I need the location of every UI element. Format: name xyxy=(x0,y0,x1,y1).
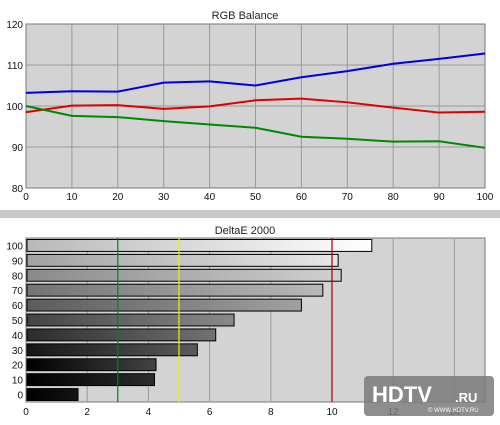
rgb-y-tick-label: 80 xyxy=(12,184,24,195)
deltae-category-label: 100 xyxy=(6,241,23,252)
deltae-category-label: 70 xyxy=(12,286,24,297)
rgb-x-tick-label: 70 xyxy=(342,192,354,203)
rgb-y-tick-labels: 80 90 100 110 120 xyxy=(6,20,23,195)
deltae-bar xyxy=(26,268,342,282)
rgb-series-line-2 xyxy=(25,105,486,149)
logo-domain: .RU xyxy=(455,390,477,405)
rgb-series-line-0 xyxy=(25,52,486,94)
rgb-x-tick-label: 10 xyxy=(66,192,78,203)
rgb-x-tick-labels: 0 10 20 30 40 50 60 70 80 90 100 xyxy=(23,192,494,203)
rgb-x-tick-label: 20 xyxy=(112,192,124,203)
deltae-bars-group xyxy=(26,239,373,402)
deltae-y-tick-labels: 0 10 20 30 40 50 60 70 80 90 100 xyxy=(6,241,23,401)
rgb-y-tick-label: 100 xyxy=(6,102,23,113)
deltae-bar xyxy=(26,343,198,357)
deltae-bar xyxy=(26,328,217,342)
deltae-bar xyxy=(26,239,373,252)
deltae-reference-lines xyxy=(117,238,333,402)
deltae-category-label: 40 xyxy=(12,331,24,342)
deltae-bar xyxy=(26,388,79,402)
deltae-bar xyxy=(26,358,157,372)
rgb-x-tick-label: 0 xyxy=(23,192,29,203)
hdtv-watermark-logo: HDTV .RU © WWW.HDTV.RU xyxy=(364,376,494,416)
deltae-category-label: 90 xyxy=(12,256,24,267)
rgb-x-tick-label: 80 xyxy=(388,192,400,203)
deltae-bar xyxy=(26,298,302,312)
logo-subtext: © WWW.HDTV.RU xyxy=(428,407,479,414)
deltae-category-label: 20 xyxy=(12,361,24,372)
deltae-bar xyxy=(26,373,156,387)
rgb-y-tick-label: 120 xyxy=(6,20,23,31)
rgb-x-tick-label: 100 xyxy=(477,192,494,203)
deltae-bar xyxy=(26,313,235,327)
deltae-x-tick-label: 8 xyxy=(268,407,274,418)
rgb-series-line-1 xyxy=(25,97,486,114)
deltae-category-label: 60 xyxy=(12,301,24,312)
deltae-bar xyxy=(26,283,324,297)
rgb-series-group xyxy=(25,52,486,149)
deltae-category-label: 50 xyxy=(12,316,24,327)
rgb-x-tick-label: 50 xyxy=(250,192,262,203)
deltae-category-label: 0 xyxy=(17,391,23,402)
deltae-x-tick-label: 0 xyxy=(23,407,29,418)
rgb-y-tick-label: 110 xyxy=(7,61,23,72)
deltae-category-label: 10 xyxy=(12,376,24,387)
rgb-x-tick-label: 40 xyxy=(204,192,216,203)
deltae-category-label: 80 xyxy=(12,271,24,282)
deltae-chart-title: DeltaE 2000 xyxy=(215,225,276,237)
deltae-x-tick-label: 2 xyxy=(84,407,90,418)
chart-separator xyxy=(0,210,500,218)
deltae-x-tick-label: 4 xyxy=(146,407,152,418)
rgb-balance-chart: RGB Balance 0 10 20 30 40 50 60 70 80 90 100 80 90 1… xyxy=(0,0,500,210)
rgb-chart-title: RGB Balance xyxy=(212,10,279,22)
deltae-bar xyxy=(26,253,339,267)
deltae-x-tick-label: 6 xyxy=(207,407,213,418)
rgb-y-tick-label: 90 xyxy=(12,143,24,154)
deltae-x-tick-label: 10 xyxy=(326,407,338,418)
logo-background xyxy=(364,376,494,416)
rgb-x-tick-label: 30 xyxy=(158,192,170,203)
logo-text: HDTV xyxy=(372,382,432,407)
rgb-x-tick-label: 90 xyxy=(434,192,446,203)
deltae-category-label: 30 xyxy=(12,346,24,357)
rgb-x-tick-label: 60 xyxy=(296,192,308,203)
